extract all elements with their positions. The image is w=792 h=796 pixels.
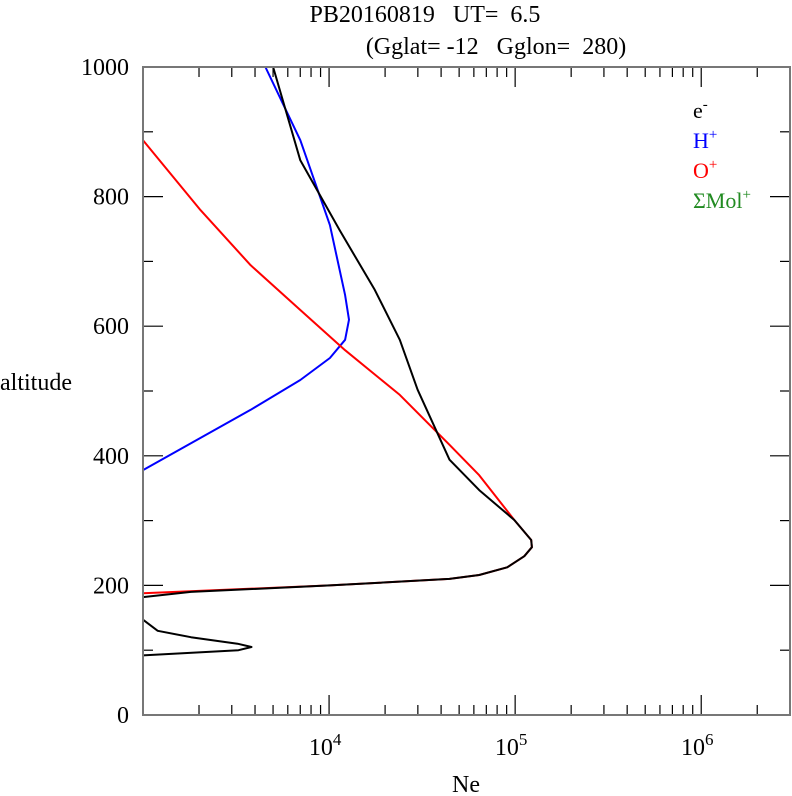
series-line-o-plus	[142, 139, 533, 595]
legend-label: H	[693, 128, 709, 153]
y-axis-label: altitude	[0, 370, 72, 396]
x-tick-exponent: 4	[333, 730, 342, 749]
x-tick-base: 10	[681, 735, 705, 761]
legend-entry: O+	[693, 157, 717, 183]
legend-superscript: -	[703, 97, 708, 113]
plot-frame	[142, 66, 791, 716]
legend-superscript: +	[709, 127, 717, 143]
legend-label: e	[693, 98, 703, 123]
y-tick-label: 0	[117, 703, 129, 729]
y-tick-label: 600	[93, 314, 129, 340]
x-axis-label: Ne	[452, 772, 480, 796]
y-tick-label: 800	[93, 185, 129, 211]
series-line-electron	[142, 66, 533, 599]
y-tick-label: 200	[93, 573, 129, 599]
chart-title-line2: (Gglat= -12 Gglon= 280)	[366, 34, 626, 60]
series-line-electron	[142, 618, 253, 657]
series-line-h-plus	[142, 66, 350, 471]
chart-title-line1: PB20160819 UT= 6.5	[310, 2, 541, 28]
legend-entry: H+	[693, 127, 717, 153]
legend-superscript: +	[709, 157, 717, 173]
y-tick-label: 400	[93, 444, 129, 470]
x-tick-label: 104	[309, 730, 342, 761]
y-tick-label: 1000	[81, 55, 129, 81]
legend-superscript: +	[742, 187, 750, 203]
x-tick-base: 10	[495, 735, 519, 761]
x-tick-label: 106	[681, 730, 714, 761]
legend-entry: e-	[693, 97, 708, 123]
x-tick-label: 105	[495, 730, 528, 761]
legend-label: O	[693, 158, 709, 183]
x-tick-exponent: 5	[519, 730, 528, 749]
legend-label: ΣMol	[693, 188, 742, 213]
x-tick-exponent: 6	[705, 730, 714, 749]
legend-entry: ΣMol+	[693, 187, 751, 213]
x-tick-base: 10	[309, 735, 333, 761]
